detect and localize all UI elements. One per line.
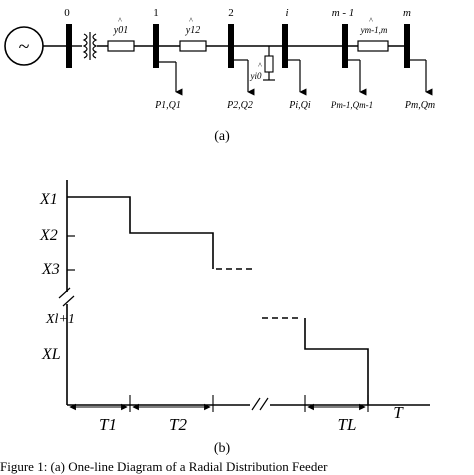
generator-symbol: ~: [19, 36, 30, 58]
y-label-x3: X3: [41, 261, 60, 278]
bus-label-1: 1: [153, 7, 159, 19]
caption-a: (a): [214, 129, 230, 144]
svg-text:^: ^: [369, 16, 373, 25]
load-label-m: Pm,Qm: [404, 100, 435, 111]
interval-label-t2: T2: [169, 415, 187, 434]
bus-bar-i: [282, 24, 288, 68]
admittance-y01-label: y01: [113, 25, 128, 36]
admittance-y01: [107, 40, 135, 52]
load-step-1: [67, 196, 214, 269]
svg-text:^: ^: [258, 61, 262, 70]
admittance-y12: [179, 40, 207, 52]
y-label-xL: XL: [41, 346, 61, 363]
y-axis-break-1: [58, 287, 71, 299]
load-label-i: Pi,Qi: [288, 100, 311, 111]
load-level-diagram: X1 X2 X3 Xl+1 XL T1 T2 TL T (b): [39, 180, 430, 456]
bus-label-i: i: [285, 7, 288, 19]
bus-bar-2: [228, 24, 234, 68]
shunt-admittance-yi0: [264, 55, 274, 73]
y-label-x2: X2: [39, 227, 58, 244]
load-label-m-1: Pm-1,Qm-1: [330, 100, 373, 110]
svg-text:^: ^: [118, 16, 122, 25]
figure-caption: Figure 1: (a) One-line Diagram of a Radi…: [0, 459, 328, 474]
y-label-xl1: Xl+1: [45, 312, 75, 327]
y-axis-break-2: [62, 295, 75, 307]
load-label-2: P2,Q2: [226, 100, 253, 111]
bus-bar-1: [153, 24, 159, 68]
bus-label-m: m: [403, 7, 411, 19]
bus-label-0: 0: [64, 7, 70, 19]
bus-bar-m-1: [342, 24, 348, 68]
svg-text:^: ^: [189, 16, 193, 25]
bus-label-m-1: m - 1: [332, 7, 355, 19]
y-label-x1: X1: [39, 191, 58, 208]
interval-label-tL: TL: [338, 415, 357, 434]
one-line-diagram: ~ 0 ^ y01 1 P1,Q1 ^ y12 2 P: [4, 7, 435, 144]
x-axis-label: T: [393, 403, 404, 422]
interval-label-t1: T1: [99, 415, 117, 434]
x-axis-break-1: [251, 397, 261, 411]
bus-label-2: 2: [228, 7, 234, 19]
bus-bar-m: [404, 24, 410, 68]
admittance-ym-1m-label: ym-1,m: [360, 25, 388, 35]
shunt-yi0-label: yi0: [250, 71, 262, 81]
load-step-L: [304, 318, 369, 405]
caption-b: (b): [214, 441, 231, 456]
bus-bar-0: [66, 24, 72, 68]
admittance-ym-1m: [357, 40, 389, 52]
admittance-y12-label: y12: [185, 25, 200, 36]
load-label-1: P1,Q1: [154, 100, 181, 111]
transformer-icon: [82, 32, 98, 60]
x-axis-break-2: [259, 397, 269, 411]
